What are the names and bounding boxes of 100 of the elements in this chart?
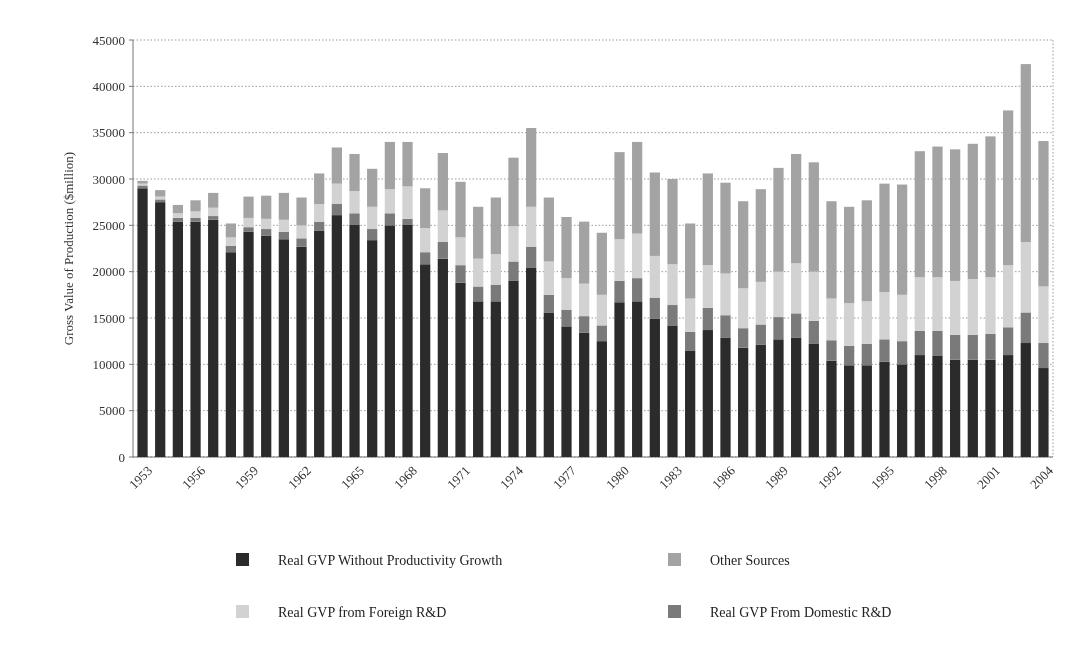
bar — [791, 337, 802, 457]
bar — [861, 343, 872, 366]
bar — [950, 359, 961, 457]
bar — [561, 278, 572, 310]
bar — [384, 189, 395, 214]
bar — [331, 204, 342, 216]
bar — [243, 227, 254, 232]
legend-label: Real GVP From Domestic R&D — [710, 604, 892, 620]
y-axis-title: Gross Value of Production ($million) — [61, 151, 76, 346]
bar — [296, 225, 307, 239]
y-tick-label: 35000 — [92, 125, 125, 141]
bar — [508, 280, 519, 457]
bar — [1038, 368, 1049, 457]
bar — [420, 252, 431, 265]
x-tick-label: 1983 — [656, 462, 686, 492]
bar — [1020, 242, 1031, 313]
bar — [614, 302, 625, 457]
bar — [879, 292, 890, 340]
bar — [208, 216, 219, 220]
bar — [844, 365, 855, 457]
bar — [455, 282, 466, 457]
bar — [278, 219, 289, 232]
bar — [243, 217, 254, 228]
bar — [473, 258, 484, 287]
bar — [526, 246, 537, 268]
bar — [331, 215, 342, 457]
bar — [314, 230, 325, 457]
bar — [367, 229, 378, 241]
bar — [349, 191, 360, 214]
bar — [314, 204, 325, 222]
bar — [402, 186, 413, 219]
bar — [437, 210, 448, 243]
bar — [278, 239, 289, 457]
bar — [561, 309, 572, 327]
bar — [296, 197, 307, 226]
bar — [685, 331, 696, 351]
bar — [649, 318, 660, 457]
bar — [897, 364, 908, 457]
bar — [985, 359, 996, 457]
bar — [755, 281, 766, 325]
bar — [296, 238, 307, 247]
bar — [349, 224, 360, 457]
bar — [773, 339, 784, 457]
y-tick-label: 25000 — [92, 217, 125, 233]
bar — [1003, 327, 1014, 356]
bar — [543, 261, 554, 295]
bar — [490, 301, 501, 457]
bar — [667, 305, 678, 326]
bar — [579, 283, 590, 317]
bar — [791, 263, 802, 314]
bar — [614, 280, 625, 303]
bar — [738, 328, 749, 348]
bar — [455, 237, 466, 266]
bar — [420, 264, 431, 457]
y-tick-label: 45000 — [92, 32, 125, 48]
bar — [402, 224, 413, 457]
bar — [720, 315, 731, 338]
legend-label: Real GVP Without Productivity Growth — [278, 552, 503, 568]
bar — [190, 211, 201, 218]
bar — [1020, 312, 1031, 344]
bar — [526, 267, 537, 457]
bar — [508, 226, 519, 262]
bar — [314, 221, 325, 231]
bar — [225, 252, 236, 457]
y-tick-label: 5000 — [99, 403, 125, 419]
bar — [561, 326, 572, 457]
bar — [826, 298, 837, 341]
bar — [773, 271, 784, 318]
bar — [155, 202, 166, 457]
legend-label: Real GVP from Foreign R&D — [278, 604, 447, 620]
bar — [914, 330, 925, 356]
bar — [985, 333, 996, 360]
bar — [473, 286, 484, 302]
bar — [614, 239, 625, 281]
bar — [208, 192, 219, 208]
bar — [914, 355, 925, 457]
bar — [879, 361, 890, 457]
bar — [261, 235, 272, 457]
bar — [685, 298, 696, 332]
bar — [1038, 286, 1049, 344]
bar — [296, 246, 307, 457]
bar — [261, 218, 272, 230]
bar — [331, 183, 342, 205]
bar — [808, 271, 819, 321]
y-tick-label: 10000 — [92, 356, 125, 372]
bar — [649, 255, 660, 298]
bar — [490, 254, 501, 285]
bar — [172, 217, 183, 222]
bar — [596, 341, 607, 457]
y-tick-label: 30000 — [92, 171, 125, 187]
bar — [543, 294, 554, 313]
bar — [596, 294, 607, 326]
bar — [596, 325, 607, 342]
bar — [526, 206, 537, 247]
bar — [914, 277, 925, 331]
bar — [897, 294, 908, 342]
x-tick-label: 1971 — [444, 462, 474, 492]
bar — [225, 245, 236, 253]
bar — [667, 264, 678, 306]
y-tick-label: 20000 — [92, 264, 125, 280]
